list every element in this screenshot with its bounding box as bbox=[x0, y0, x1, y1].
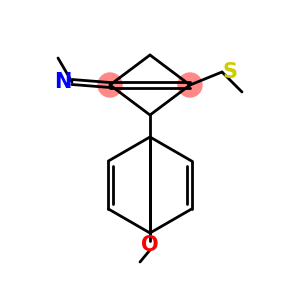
Text: S: S bbox=[223, 62, 238, 82]
Circle shape bbox=[98, 73, 122, 97]
Circle shape bbox=[178, 73, 202, 97]
Text: O: O bbox=[141, 235, 159, 255]
Text: N: N bbox=[54, 72, 71, 92]
